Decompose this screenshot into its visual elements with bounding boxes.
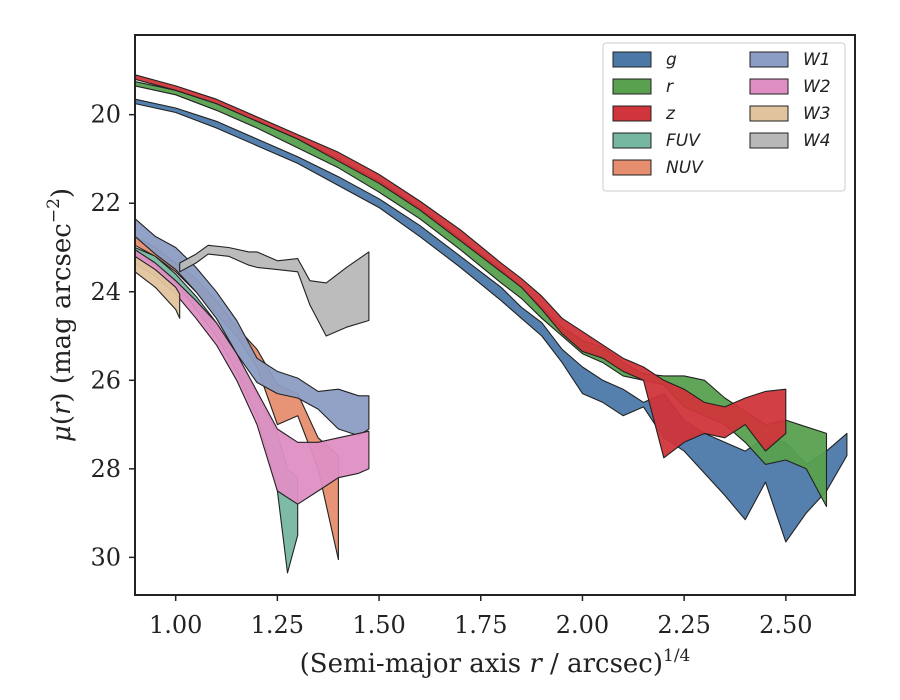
band-z xyxy=(135,74,787,459)
legend-swatch-g xyxy=(612,51,652,68)
legend-label-w4: W4 xyxy=(803,131,831,151)
y-tick-label: 20 xyxy=(90,101,121,129)
legend-label-g: g xyxy=(666,50,677,70)
legend-swatch-w4 xyxy=(749,132,789,149)
legend-swatch-r xyxy=(612,78,652,95)
y-tick-label: 30 xyxy=(90,543,121,571)
legend-swatch-w1 xyxy=(749,51,789,68)
band-w3 xyxy=(135,255,181,319)
x-tick-label: 2.50 xyxy=(759,611,812,639)
legend: grz FUV NUV W1 W2 W3 W4 xyxy=(602,42,846,192)
legend-label-nuv: NUV xyxy=(666,158,704,178)
x-tick-label: 1.25 xyxy=(251,611,304,639)
x-axis-ticks: 1.00 1.25 1.50 1.75 2.00 2.25 2.50 xyxy=(149,595,813,639)
x-tick-label: 1.00 xyxy=(149,611,202,639)
legend-swatch-nuv xyxy=(612,159,652,176)
legend-swatch-fuv xyxy=(612,132,652,149)
band-w4 xyxy=(179,244,370,337)
y-tick-label: 22 xyxy=(90,189,121,217)
legend-swatch-w2 xyxy=(749,78,789,95)
plot-frame xyxy=(134,34,856,596)
y-tick-label: 26 xyxy=(90,366,121,394)
x-tick-label: 1.75 xyxy=(454,611,507,639)
legend-label-r: r xyxy=(666,77,674,97)
x-tick-label: 1.50 xyxy=(352,611,405,639)
y-axis-ticks: 20 22 24 26 28 30 xyxy=(90,101,135,571)
band-w2 xyxy=(135,249,370,505)
legend-swatch-w3 xyxy=(749,105,789,122)
legend-label-w3: W3 xyxy=(803,104,831,124)
legend-label-fuv: FUV xyxy=(666,131,701,151)
x-axis-title: (Semi-major axis r / arcsec)1/4 xyxy=(300,646,691,679)
x-tick-label: 2.25 xyxy=(657,611,710,639)
x-tick-label: 2.00 xyxy=(556,611,609,639)
legend-label-z: z xyxy=(665,104,676,124)
legend-swatch-z xyxy=(612,105,652,122)
legend-label-w2: W2 xyxy=(803,77,831,97)
band-w1 xyxy=(135,218,370,437)
legend-label-w1: W1 xyxy=(803,50,831,70)
y-axis-title: μ(r) (mag arcsec−2) xyxy=(44,188,77,442)
y-tick-label: 28 xyxy=(90,455,121,483)
y-tick-label: 24 xyxy=(90,278,121,306)
bands-layer xyxy=(135,74,848,574)
